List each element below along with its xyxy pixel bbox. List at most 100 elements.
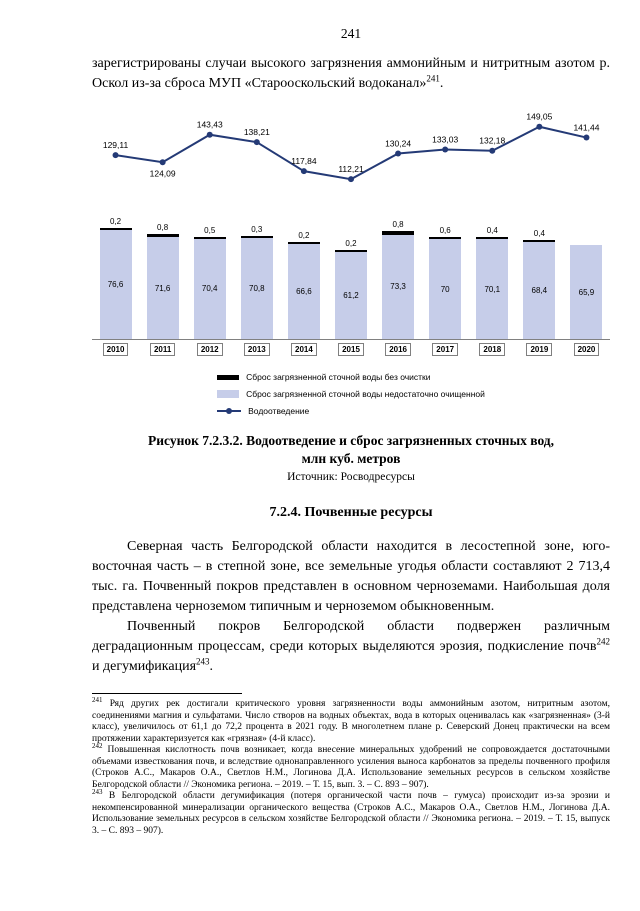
chart-bar-slot: 70,4 0,5 <box>186 104 233 339</box>
bar-top-label: 0,8 <box>392 220 404 230</box>
chart-bar-slot: 65,9 <box>563 104 610 339</box>
footnote-ref-243: 243 <box>196 656 210 667</box>
bar-value-label: 68,4 <box>531 285 548 295</box>
figure-caption-line2: млн куб. метров <box>301 451 401 467</box>
paragraph-soil-2: Почвенный покров Белгородской области по… <box>92 617 610 677</box>
year-label: 2018 <box>479 343 506 356</box>
line-marker-swatch-icon <box>217 406 242 416</box>
bar-value-label: 73,3 <box>390 282 406 292</box>
bar-segment-no-treatment <box>193 236 226 239</box>
bar-segment-no-treatment <box>334 249 367 252</box>
bar-stack: 70,1 <box>476 237 509 339</box>
p2-mid: и дегумификация <box>92 659 197 675</box>
axis-cell: 2013 <box>233 343 280 356</box>
bar-segment-no-treatment <box>287 242 320 245</box>
footnote-text: Ряд других рек достигали критического ур… <box>92 699 610 744</box>
figure-caption: Рисунок 7.2.3.2. Водоотведение и сброс з… <box>92 432 610 468</box>
bar-value-label: 70 <box>440 284 450 294</box>
bar-segment-no-treatment <box>240 236 273 239</box>
bar-top-label: 0,6 <box>439 225 451 235</box>
bar-stack: 65,9 <box>570 245 603 339</box>
chart-bar-slot: 70 0,6 <box>422 104 469 339</box>
bar-segment-no-treatment <box>382 231 415 235</box>
footnotes-section: 241 Ряд других рек достигали критическог… <box>92 693 610 837</box>
axis-cell: 2012 <box>186 343 233 356</box>
bar-segment-no-treatment <box>99 227 132 230</box>
legend-label: Водоотведение <box>248 406 310 416</box>
bar-top-label: 0,3 <box>251 225 263 235</box>
intro-tail: . <box>439 76 444 91</box>
bar-value-label: 66,6 <box>296 287 312 297</box>
p2-tail: . <box>209 659 214 675</box>
legend-label: Сброс загрязненной сточной воды без очис… <box>246 372 431 382</box>
footnote-number: 242 <box>92 742 103 751</box>
year-label: 2011 <box>149 343 176 356</box>
bar-segment-insufficient: 70,1 <box>476 239 509 339</box>
footnote-number: 243 <box>92 788 103 797</box>
axis-cell: 2016 <box>375 343 422 356</box>
bar-top-label: 0,2 <box>298 231 310 241</box>
bar-segment-insufficient: 70,4 <box>193 238 226 339</box>
paragraph-soil-1: Северная часть Белгородской области нахо… <box>92 539 610 615</box>
bar-top-label: 0,2 <box>345 238 357 248</box>
chart-axis: 2010 2011 2012 2013 2014 2015 2016 2017 2018 2019… <box>92 343 610 356</box>
bar-value-label: 70,1 <box>484 284 501 294</box>
year-label: 2010 <box>102 343 129 356</box>
bar-segment-insufficient: 66,6 <box>287 244 320 339</box>
bar-segment-insufficient: 65,9 <box>570 245 603 339</box>
bar-top-label: 0,5 <box>204 225 216 235</box>
year-label: 2014 <box>291 343 317 356</box>
bar-stack: 73,3 <box>382 231 415 339</box>
bar-top-label: 0,8 <box>157 222 169 232</box>
chart-bar-slot: 66,6 0,2 <box>280 104 327 339</box>
axis-cell: 2018 <box>469 343 516 356</box>
bar-segment-no-treatment <box>476 237 509 240</box>
footnote-separator <box>92 693 242 695</box>
bar-segment-insufficient: 61,2 <box>334 251 367 339</box>
blue-bar-swatch-icon <box>217 390 240 398</box>
bar-top-label: 0,2 <box>109 216 122 226</box>
year-label: 2013 <box>243 343 270 356</box>
axis-cell: 2010 <box>92 343 139 356</box>
bar-segment-no-treatment <box>429 236 462 240</box>
chart-bar-slot: 76,6 0,2 <box>92 104 139 339</box>
bar-segment-no-treatment <box>523 239 556 242</box>
chart-legend: Сброс загрязненной сточной воды без очис… <box>217 372 485 416</box>
bar-value-label: 61,2 <box>343 290 359 300</box>
axis-cell: 2015 <box>327 343 374 356</box>
footnote-ref-241: 241 <box>426 73 440 84</box>
year-label: 2012 <box>196 343 223 356</box>
year-label: 2016 <box>385 343 411 356</box>
bar-top-label: 0,4 <box>486 226 498 236</box>
black-bar-swatch-icon <box>217 374 240 380</box>
bar-stack: 76,6 <box>99 227 132 339</box>
footnote-number: 241 <box>92 696 103 705</box>
bar-value-label: 71,6 <box>154 283 171 293</box>
bar-stack: 68,4 <box>523 239 556 339</box>
figure-source: Источник: Росводресурсы <box>287 471 415 484</box>
footnote-ref-242: 242 <box>596 636 611 647</box>
footnote-text: В Белгородской области дегумификация (по… <box>92 791 610 836</box>
chart-bar-slot: 70,8 0,3 <box>233 104 280 339</box>
chart-bar-slot: 71,6 0,8 <box>139 104 186 339</box>
bar-value-label: 70,8 <box>249 284 265 294</box>
bar-stack: 70,4 <box>193 236 226 339</box>
legend-item-water-disposal: Водоотведение <box>217 406 485 416</box>
chart-bar-slot: 68,4 0,4 <box>516 104 563 339</box>
bar-segment-insufficient: 73,3 <box>382 234 415 339</box>
footnote-text: Повышенная кислотность почв возникает, к… <box>92 745 610 790</box>
bar-segment-insufficient: 71,6 <box>146 237 179 339</box>
bar-stack: 61,2 <box>334 249 367 339</box>
bar-stack: 66,6 <box>287 242 320 339</box>
bar-stack: 71,6 <box>146 233 179 339</box>
intro-text: зарегистрированы случаи высокого загрязн… <box>92 56 610 91</box>
axis-cell: 2014 <box>280 343 327 356</box>
bar-value-label: 65,9 <box>578 287 595 297</box>
footnote-242: 242 Повышенная кислотность почв возникае… <box>92 742 610 791</box>
axis-cell: 2017 <box>422 343 469 356</box>
bar-stack: 70 <box>429 236 462 339</box>
chart-bar-slot: 61,2 0,2 <box>327 104 374 339</box>
chart-bar-slot: 70,1 0,4 <box>469 104 516 339</box>
axis-cell: 2020 <box>563 343 610 356</box>
